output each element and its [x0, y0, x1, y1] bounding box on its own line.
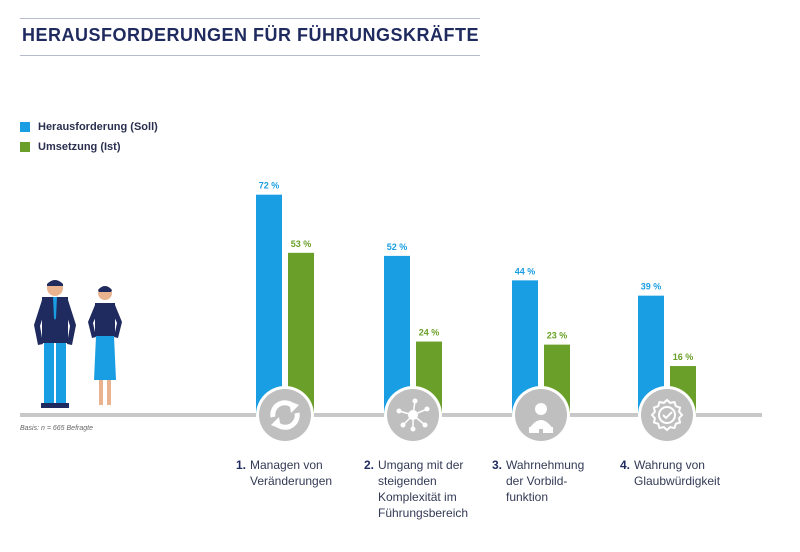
badge-check: [662, 411, 673, 420]
data-label-soll-1: 72 %: [259, 181, 280, 191]
legend-label-soll: Herausforderung (Soll): [38, 121, 158, 133]
legend-label-ist: Umsetzung (Ist): [38, 141, 121, 153]
person-desk-right: [543, 427, 553, 433]
category-number-1: 1.: [236, 458, 247, 472]
data-label-ist-3: 23 %: [547, 331, 568, 341]
network-node-3: [412, 398, 418, 404]
legend-swatch-ist: [20, 142, 30, 152]
category-number-2: 2.: [364, 458, 375, 472]
bar-soll-1: [256, 194, 282, 415]
title-frame: HERAUSFORDERUNGEN FÜR FÜHRUNGSKRÄFTE: [20, 18, 480, 56]
network-node-6: [410, 426, 416, 432]
badge-inner: [658, 406, 676, 424]
refresh-arrowhead-bottom: [271, 417, 281, 429]
category-text-1: Managen von Veränderungen: [250, 458, 333, 488]
data-label-soll-2: 52 %: [387, 242, 408, 252]
person-desk-left: [529, 427, 539, 433]
network-hub: [408, 410, 418, 420]
network-node-1: [396, 408, 402, 414]
data-label-soll-4: 39 %: [641, 282, 662, 292]
legend-item-ist: Umsetzung (Ist): [20, 138, 158, 156]
network-node-5: [422, 422, 428, 428]
badge-outline: [650, 398, 684, 432]
data-label-ist-1: 53 %: [291, 239, 312, 249]
legend-item-soll: Herausforderung (Soll): [20, 118, 158, 136]
businessman-illustration: [34, 280, 76, 408]
network-node-2: [400, 422, 406, 428]
chart-title: HERAUSFORDERUNGEN FÜR FÜHRUNGSKRÄFTE: [22, 25, 479, 45]
data-label-ist-2: 24 %: [419, 328, 440, 338]
legend-swatch-soll: [20, 122, 30, 132]
basis-note: Basis: n = 665 Befragte: [20, 425, 93, 432]
category-text-4: Wahrung von Glaubwürdigkeit: [634, 458, 721, 488]
person-body: [529, 420, 553, 429]
category-number-3: 3.: [492, 458, 503, 472]
category-text-3: Wahrnehmung der Vorbild-funktion: [506, 458, 585, 504]
badge-check-icon: [641, 389, 693, 441]
legend: Herausforderung (Soll) Umsetzung (Ist): [20, 118, 158, 158]
category-text-2: Umgang mit der steigenden Komplexität im…: [378, 458, 469, 520]
refresh-icon: [259, 389, 311, 441]
data-label-soll-3: 44 %: [515, 266, 536, 276]
network-node-4: [424, 406, 430, 412]
data-label-ist-4: 16 %: [673, 352, 694, 362]
refresh-arrowhead-top: [289, 401, 299, 413]
category-number-4: 4.: [620, 458, 631, 472]
person-head: [535, 403, 547, 415]
businesswoman-illustration: [88, 286, 122, 405]
